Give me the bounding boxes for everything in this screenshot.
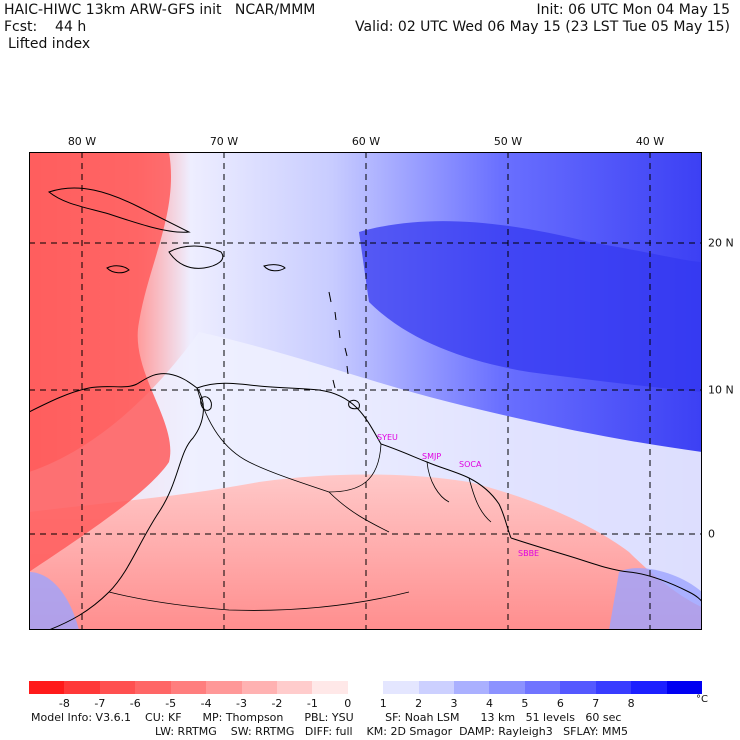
colorbar-tick-label: -5 (165, 697, 177, 710)
colorbar-tick-label: -2 (271, 697, 283, 710)
station-label-sbbe: SBBE (518, 549, 540, 558)
model-title: HAIC-HIWC 13km ARW-GFS init NCAR/MMM (4, 2, 316, 18)
field-west-unstable (29, 152, 172, 572)
colorbar-tick-label: 7 (592, 697, 600, 710)
colorbar-tick-label: -8 (58, 697, 70, 710)
colorbar-tick-label: -7 (94, 697, 106, 710)
lon-label-80w: 80 W (67, 135, 97, 148)
colorbar-swatch (241, 681, 277, 694)
forecast-hour: Fcst: 44 h (4, 19, 87, 35)
colorbar-tick-label: -3 (236, 697, 247, 710)
field-east-stable (359, 221, 702, 392)
colorbar-swatch (29, 681, 65, 694)
colorbar-swatch (454, 681, 490, 694)
colorbar-tick-label: 2 (415, 697, 423, 710)
colorbar-swatch (276, 681, 313, 694)
init-time: Init: 06 UTC Mon 04 May 15 (536, 2, 730, 18)
lon-label-70w: 70 W (209, 135, 239, 148)
colorbar-tick-label: 4 (485, 697, 493, 710)
colorbar (29, 681, 703, 694)
station-label-syeu: SYEU (377, 433, 398, 442)
station-label-soca: SOCA (459, 460, 482, 469)
model-info-line2: LW: RRTMG SW: RRTMG DIFF: full KM: 2D Sm… (155, 725, 628, 738)
colorbar-swatch (595, 681, 632, 694)
station-label-smjp: SMJP (422, 452, 442, 461)
colorbar-swatch (666, 681, 703, 694)
field-sw-patch (29, 572, 79, 630)
lon-label-60w: 60 W (351, 135, 381, 148)
field-se-patch (609, 568, 702, 630)
colorbar-swatch (383, 681, 419, 694)
colorbar-tick-label: 8 (627, 697, 635, 710)
field-name: Lifted index (8, 36, 91, 52)
colorbar-swatch (418, 681, 455, 694)
colorbar-tick-label: -1 (306, 697, 318, 710)
colorbar-tick-label: 1 (379, 697, 387, 710)
colorbar-swatch (631, 681, 667, 694)
coastlines (29, 187, 702, 630)
map-frame (29, 152, 702, 630)
colorbar-tick-label: 6 (556, 697, 564, 710)
colorbar-swatch (489, 681, 525, 694)
colorbar-swatch (560, 681, 596, 694)
colorbar-tick-label: 5 (521, 697, 529, 710)
colorbar-tick-label: -6 (129, 697, 141, 710)
colorbar-swatch (524, 681, 561, 694)
colorbar-swatch (170, 681, 207, 694)
lon-label-50w: 50 W (493, 135, 523, 148)
colorbar-swatch (64, 681, 100, 694)
lat-label-20n: 20 N (708, 236, 734, 250)
lifted-index-map (29, 152, 702, 630)
colorbar-swatch (312, 681, 348, 694)
graticule (29, 152, 702, 630)
map-canvas (29, 152, 702, 630)
colorbar-swatch (135, 681, 171, 694)
colorbar-swatch (99, 681, 136, 694)
lon-label-40w: 40 W (635, 135, 665, 148)
lat-label-0: 0 (708, 527, 715, 541)
model-info-line1: Model Info: V3.6.1 CU: KF MP: Thompson P… (31, 711, 622, 724)
colorbar-swatch (347, 681, 384, 694)
colorbar-tick-label: -4 (200, 697, 212, 710)
colorbar-swatch (206, 681, 242, 694)
colorbar-tick-label: 0 (344, 697, 352, 710)
valid-time: Valid: 02 UTC Wed 06 May 15 (23 LST Tue … (355, 19, 730, 35)
colorbar-unit: °C (696, 694, 708, 705)
lat-label-10n: 10 N (708, 383, 734, 397)
colorbar-tick-label: 3 (450, 697, 458, 710)
